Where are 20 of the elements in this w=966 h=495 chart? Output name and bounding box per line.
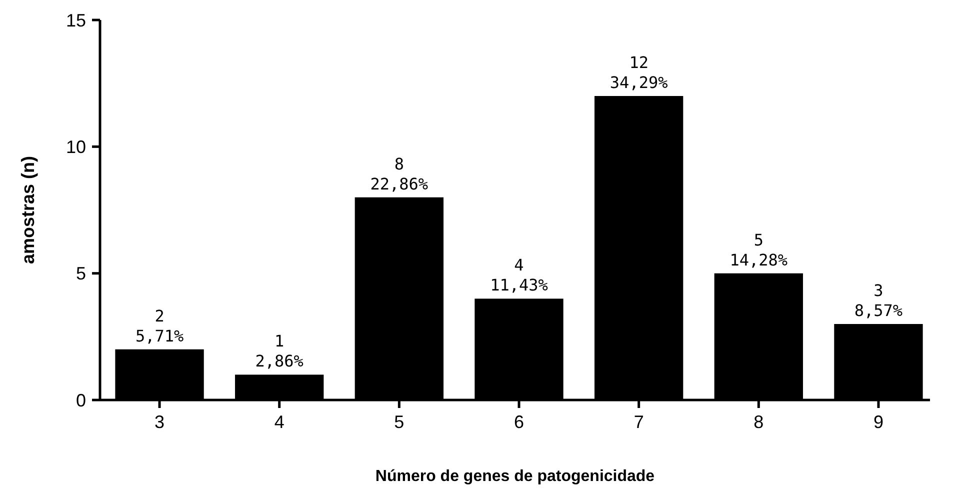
x-tick-label: 4 — [274, 412, 284, 432]
x-tick-label: 6 — [514, 412, 524, 432]
x-tick-label: 9 — [873, 412, 884, 432]
y-tick-label: 15 — [66, 10, 86, 30]
data-label: 8 22,86% — [370, 154, 428, 194]
x-axis-title: Número de genes de patogenicidade — [375, 468, 655, 485]
y-tick-label: 0 — [76, 390, 86, 410]
data-label: 2 5,71% — [135, 306, 184, 346]
data-label: 3 8,57% — [854, 281, 903, 320]
y-tick-label: 5 — [76, 264, 86, 284]
x-tick-label: 5 — [394, 412, 404, 432]
data-label: 1 2,86% — [255, 332, 304, 371]
x-tick-label: 3 — [154, 412, 165, 432]
y-tick-label: 10 — [66, 136, 86, 157]
y-axis-title: amostras (n) — [18, 156, 38, 264]
x-tick-label: 7 — [634, 412, 644, 432]
data-label: 4 11,43% — [490, 256, 548, 295]
data-label: 12 34,29% — [610, 53, 668, 92]
data-label: 5 14,28% — [730, 230, 788, 270]
x-tick-label: 8 — [754, 412, 764, 432]
